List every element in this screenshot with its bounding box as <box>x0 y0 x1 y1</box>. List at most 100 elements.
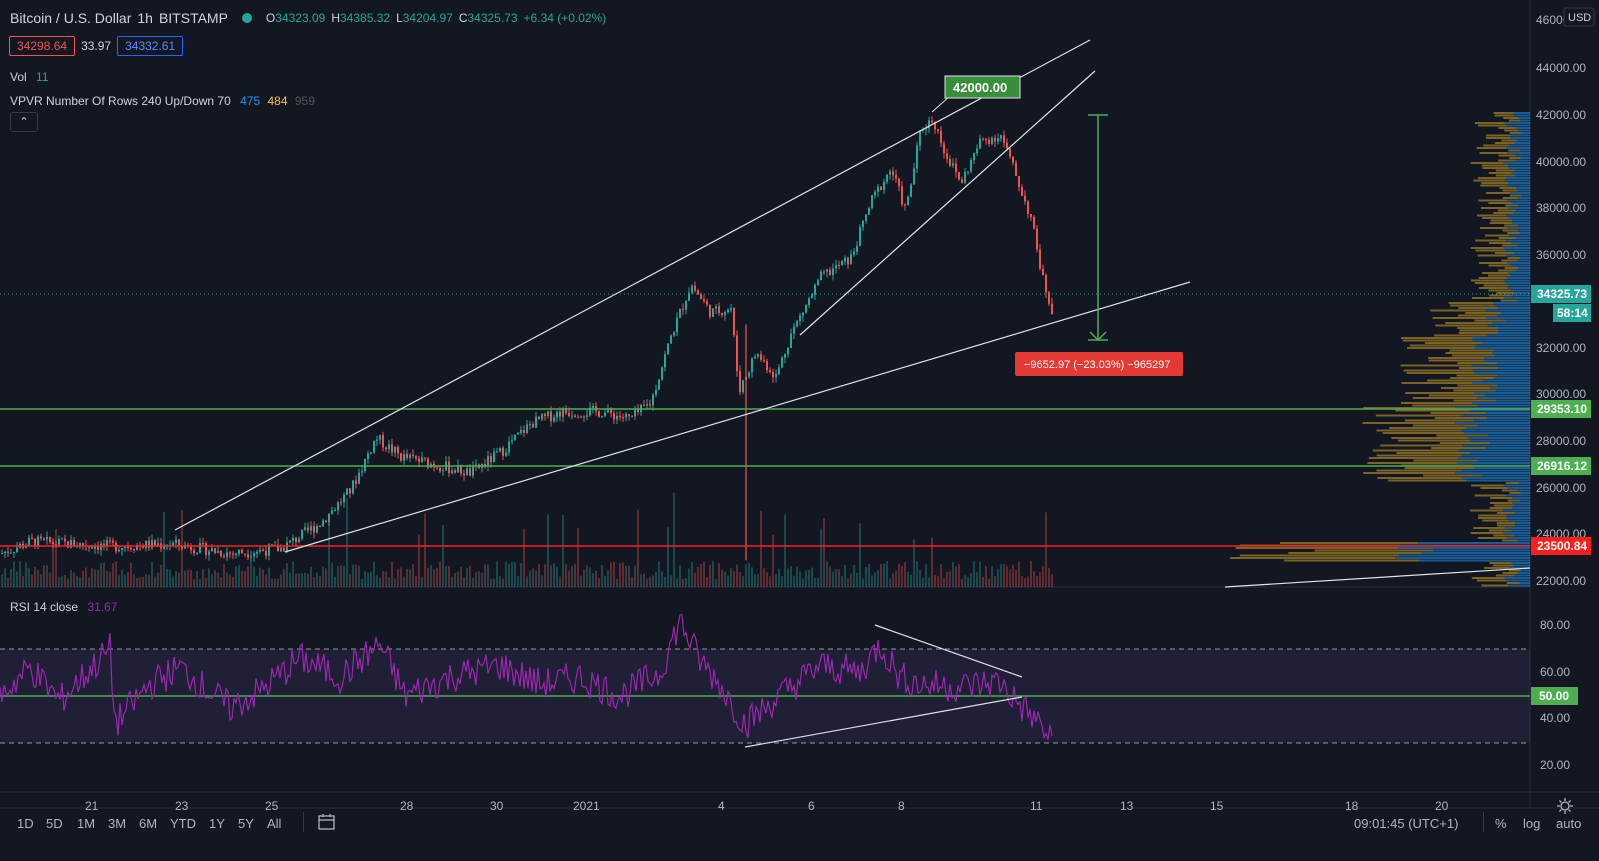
candle-body <box>631 415 633 417</box>
candlesticks[interactable] <box>1 116 1053 563</box>
candle-body <box>52 541 54 545</box>
volume-bar <box>694 572 696 587</box>
volume-bar <box>1033 571 1035 587</box>
volume-bar <box>220 576 222 587</box>
candle-body <box>34 538 36 547</box>
measure-arrow[interactable] <box>1088 114 1108 342</box>
channel-lower-trendline[interactable] <box>284 281 1191 553</box>
volume-bar <box>673 492 675 587</box>
vpvr-down-bar <box>1502 572 1518 574</box>
log-toggle[interactable]: log <box>1523 816 1541 831</box>
vpvr-down-bar <box>1470 162 1504 164</box>
candle-body <box>142 545 144 549</box>
vpvr-down-bar <box>1494 142 1515 144</box>
symbol-name[interactable]: Bitcoin / U.S. Dollar <box>10 10 132 26</box>
range-5y[interactable]: 5Y <box>238 816 254 831</box>
range-all[interactable]: All <box>267 816 282 831</box>
volume-bar <box>382 571 384 587</box>
candle-body <box>889 171 891 175</box>
auto-toggle[interactable]: auto <box>1556 816 1582 831</box>
vpvr-up-bar <box>1471 402 1530 404</box>
volume-legend[interactable]: Vol 11 <box>10 70 49 84</box>
candle-body <box>145 540 147 549</box>
vpvr-legend[interactable]: VPVR Number Of Rows 240 Up/Down 70 475 4… <box>10 94 315 108</box>
candle-body <box>577 416 579 418</box>
vpvr-up-bar <box>1473 467 1530 469</box>
vpvr-down-bar <box>1412 404 1477 407</box>
candle-body <box>403 454 405 461</box>
volume-bar <box>490 578 492 587</box>
price-tick: 26000.00 <box>1536 481 1586 495</box>
rsi-ascending-trendline[interactable] <box>744 696 1023 748</box>
volume-bar <box>784 514 786 587</box>
candle-body <box>325 520 327 523</box>
range-1m[interactable]: 1M <box>77 816 96 831</box>
vpvr-down-bar <box>1481 182 1509 184</box>
range-5d[interactable]: 5D <box>46 816 63 831</box>
vpvr-up-bar <box>1483 379 1530 382</box>
buy-button[interactable]: 34332.61 <box>117 36 184 56</box>
vpvr-up-bar <box>1514 574 1530 577</box>
measure-label-box[interactable] <box>1015 352 1183 376</box>
vpvr-down-bar <box>1505 482 1520 484</box>
vpvr-up-bar <box>1515 522 1530 524</box>
volume-bar <box>340 565 342 587</box>
hline-value-2: 26916.12 <box>1537 459 1587 473</box>
utc-clock[interactable]: 09:01:45 (UTC+1) <box>1354 816 1459 831</box>
vpvr-down-bar <box>1489 562 1512 564</box>
time-tick: 8 <box>898 799 905 813</box>
percent-toggle[interactable]: % <box>1495 816 1507 831</box>
volume-bar <box>661 571 663 587</box>
rsi-line[interactable] <box>0 614 1053 740</box>
volume-bar <box>1 574 3 587</box>
volume-bar <box>865 566 867 587</box>
vpvr-up-bar <box>1520 194 1530 197</box>
volume-bar <box>10 568 12 587</box>
range-1d[interactable]: 1D <box>17 816 34 831</box>
range-3m[interactable]: 3M <box>108 816 127 831</box>
volume-bar <box>907 571 909 587</box>
volume-bar <box>703 561 705 587</box>
target-price-callout[interactable] <box>944 75 1021 99</box>
vpvr-down-bar <box>1501 139 1518 142</box>
chart-settings-icon[interactable] <box>1557 798 1573 814</box>
currency-button[interactable] <box>1563 7 1595 27</box>
collapse-legend-button[interactable]: ⌃ <box>10 112 38 132</box>
sell-button[interactable]: 34298.64 <box>9 36 76 56</box>
open-value: 34323.09 <box>275 11 326 25</box>
candle-body <box>763 359 765 362</box>
rsi-axis[interactable]: 80.00 60.00 40.00 20.00 <box>1540 618 1570 772</box>
vpvr-up-bar <box>1477 424 1530 427</box>
vpvr-up-bar <box>1512 219 1530 222</box>
vpvr-up-bar <box>1454 407 1530 409</box>
volume-bar <box>598 578 600 587</box>
bid-ask: 34298.64 33.97 34332.61 <box>9 36 184 56</box>
volume-bar <box>103 562 105 587</box>
date-range-icon[interactable] <box>318 814 336 830</box>
price-axis[interactable]: 46000.00 44000.00 42000.00 40000.00 3800… <box>1536 13 1586 588</box>
channel-upper-trendline[interactable] <box>174 39 1091 531</box>
interval[interactable]: 1h <box>137 10 153 26</box>
candle-body <box>712 308 714 317</box>
vpvr-up-bar <box>1508 144 1530 147</box>
rsi-legend[interactable]: RSI 14 close 31.67 <box>10 600 117 614</box>
market-status-icon <box>241 13 252 23</box>
volume-bar <box>802 578 804 587</box>
volume-bar <box>991 566 993 587</box>
close-value: 34325.73 <box>467 11 518 25</box>
range-6m[interactable]: 6M <box>139 816 158 831</box>
rsi-descending-trendline[interactable] <box>874 624 1023 678</box>
change-value: +6.34 (+0.02%) <box>523 11 607 25</box>
time-axis[interactable]: 21 23 25 28 30 2021 4 6 8 11 13 15 18 20 <box>85 799 1449 813</box>
volume-bar <box>478 571 480 587</box>
candle-body <box>946 153 948 159</box>
vpvr-down-bar <box>1445 352 1492 354</box>
range-ytd[interactable]: YTD <box>170 816 196 831</box>
lower-right-trendline[interactable] <box>1224 567 1531 588</box>
candle-body <box>637 409 639 413</box>
volume-bar <box>1030 561 1032 587</box>
steep-trendline[interactable] <box>799 70 1096 336</box>
range-1y[interactable]: 1Y <box>209 816 225 831</box>
vpvr-up-bar <box>1469 409 1530 412</box>
